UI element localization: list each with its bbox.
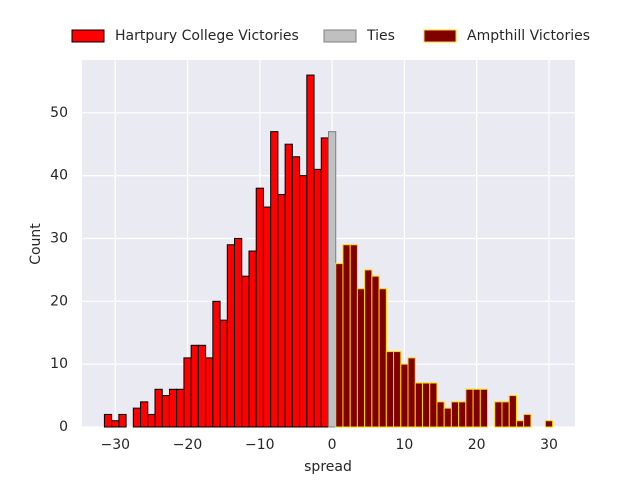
y-tick-label: 0 <box>59 419 68 435</box>
bar <box>508 395 517 428</box>
bar <box>458 401 467 428</box>
bar <box>111 420 120 428</box>
bar <box>190 344 199 428</box>
bar <box>378 288 387 428</box>
x-tick-label: 10 <box>395 437 413 453</box>
bar <box>328 131 337 428</box>
bar <box>523 413 532 428</box>
bar <box>168 388 178 428</box>
bar <box>219 319 228 428</box>
bar <box>291 156 301 428</box>
bar <box>277 193 286 428</box>
bar <box>313 168 322 428</box>
bar <box>306 74 315 428</box>
y-tick-label: 40 <box>50 168 68 184</box>
bar <box>183 357 192 428</box>
bar <box>320 137 330 428</box>
bar <box>140 401 149 428</box>
x-tick-label: 30 <box>540 437 558 453</box>
bar <box>132 407 142 428</box>
legend-swatch <box>323 29 357 43</box>
x-tick-label: 0 <box>328 437 337 453</box>
x-tick-label: −30 <box>100 437 130 453</box>
bar <box>262 206 272 428</box>
bar <box>335 263 344 428</box>
bar <box>421 382 431 428</box>
y-tick-label: 50 <box>50 105 68 121</box>
y-tick-label: 30 <box>50 230 68 246</box>
bar <box>450 401 460 428</box>
bar <box>479 388 489 428</box>
bar <box>429 382 438 428</box>
bar <box>270 131 279 428</box>
bar <box>248 250 257 428</box>
bar <box>356 288 366 428</box>
legend-label: Ampthill Victories <box>467 28 590 44</box>
legend-swatch <box>423 29 457 43</box>
bar <box>443 407 452 428</box>
x-axis-label: spread <box>304 459 352 475</box>
bar <box>176 388 185 428</box>
y-axis-label: Count <box>28 223 44 265</box>
bar <box>414 382 423 428</box>
bar <box>371 275 380 428</box>
bar <box>465 388 474 428</box>
bar <box>284 143 293 428</box>
bar <box>515 420 525 428</box>
bar <box>241 275 250 428</box>
bar <box>161 395 170 428</box>
bar <box>364 269 373 428</box>
bar <box>118 413 127 428</box>
bar <box>226 244 236 428</box>
bar <box>299 175 308 428</box>
y-tick-label: 20 <box>50 293 68 309</box>
x-tick-label: 20 <box>468 437 486 453</box>
bar <box>494 401 503 428</box>
bar <box>205 357 214 428</box>
bar <box>400 363 409 428</box>
bar <box>342 244 351 428</box>
x-tick-label: −20 <box>173 437 203 453</box>
bar <box>147 413 156 428</box>
bar <box>103 413 113 428</box>
legend-label: Ties <box>366 28 395 44</box>
legend-swatch <box>71 29 105 43</box>
legend-label: Hartpury College Victories <box>115 28 299 44</box>
x-tick-label: −10 <box>245 437 275 453</box>
bar <box>234 237 243 428</box>
bar <box>385 351 395 428</box>
bar <box>197 344 207 428</box>
bar <box>154 388 163 428</box>
bar <box>407 357 416 428</box>
bar <box>393 351 402 428</box>
bar <box>349 244 358 428</box>
bar <box>212 300 221 428</box>
bar <box>501 401 510 428</box>
bar <box>255 187 264 428</box>
bar <box>544 420 554 428</box>
bar <box>472 388 481 428</box>
y-tick-label: 10 <box>50 356 68 372</box>
bar <box>436 401 445 428</box>
